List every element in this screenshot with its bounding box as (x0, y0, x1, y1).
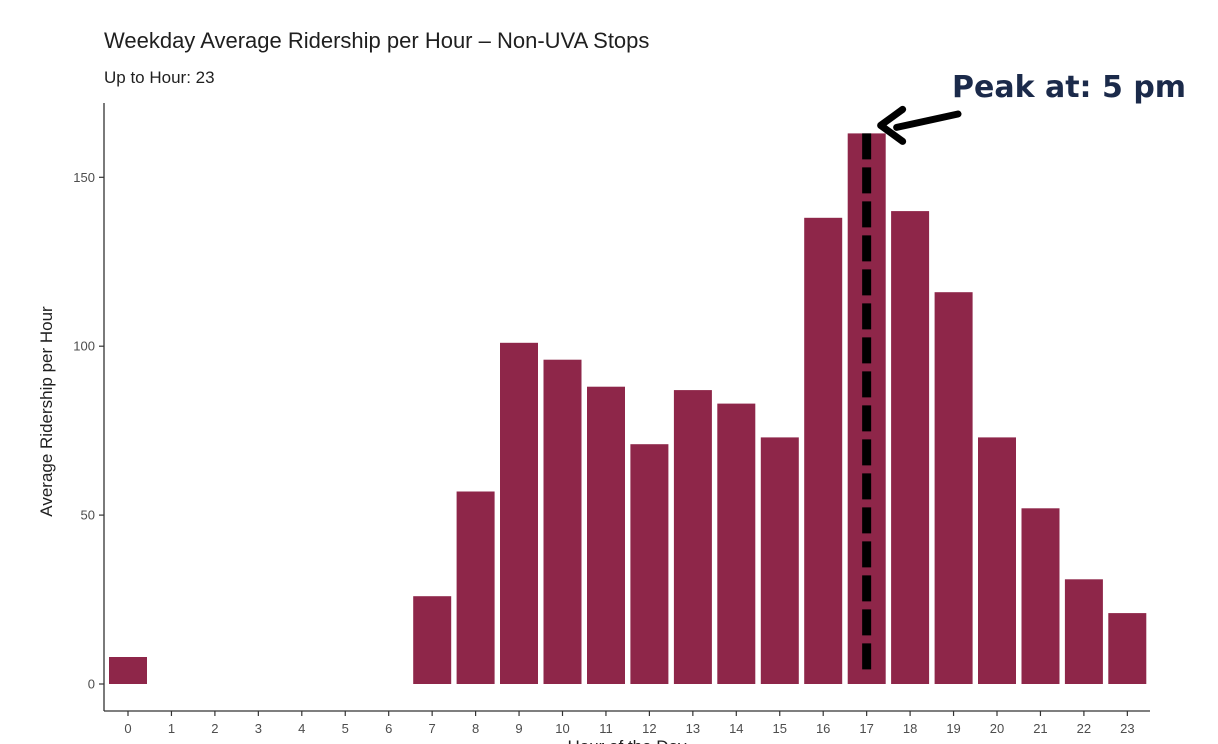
x-tick-label-20: 20 (990, 721, 1004, 736)
x-tick-label-22: 22 (1077, 721, 1091, 736)
bar-hour-11 (587, 386, 625, 684)
x-tick-label-15: 15 (773, 721, 787, 736)
x-tick-label-6: 6 (385, 721, 392, 736)
x-tick-label-18: 18 (903, 721, 917, 736)
x-tick-label-4: 4 (298, 721, 305, 736)
x-tick-label-19: 19 (946, 721, 960, 736)
x-tick-label-2: 2 (211, 721, 218, 736)
bar-hour-22 (1064, 579, 1103, 684)
x-tick-label-14: 14 (729, 721, 743, 736)
x-tick-label-1: 1 (168, 721, 175, 736)
bar-hour-20 (978, 437, 1016, 684)
x-tick-label-7: 7 (429, 721, 436, 736)
bar-hour-19 (934, 292, 973, 684)
x-tick-label-5: 5 (342, 721, 349, 736)
x-tick-label-8: 8 (472, 721, 479, 736)
bar-hour-15 (760, 437, 799, 684)
x-tick-label-11: 11 (599, 721, 613, 736)
chart-title: Weekday Average Ridership per Hour – Non… (104, 28, 650, 53)
x-tick-label-17: 17 (859, 721, 873, 736)
bar-hour-0 (109, 657, 147, 684)
x-tick-label-0: 0 (124, 721, 131, 736)
x-tick-label-13: 13 (686, 721, 700, 736)
bar-hour-9 (500, 342, 538, 684)
bar-hour-8 (456, 491, 495, 684)
bar-hour-14 (717, 403, 756, 684)
bar-hour-7 (413, 596, 452, 684)
bar-hour-18 (891, 211, 930, 684)
bar-hour-16 (804, 217, 843, 685)
bar-hour-10 (543, 359, 582, 684)
x-tick-label-16: 16 (816, 721, 830, 736)
bar-hour-21 (1021, 508, 1060, 684)
y-tick-label-50: 50 (81, 508, 95, 523)
x-tick-label-23: 23 (1120, 721, 1134, 736)
y-axis-title: Average Ridership per Hour (37, 306, 56, 517)
bar-hour-13 (673, 390, 712, 684)
x-tick-label-12: 12 (642, 721, 656, 736)
bar-hour-12 (630, 444, 669, 684)
annotation-arrow-head (877, 105, 907, 145)
x-tick-label-10: 10 (555, 721, 569, 736)
x-axis-title: Hour of the Day (567, 737, 687, 744)
y-tick-label-0: 0 (88, 677, 95, 692)
bar-hour-23 (1108, 613, 1147, 684)
x-tick-label-9: 9 (515, 721, 522, 736)
x-tick-label-21: 21 (1033, 721, 1047, 736)
y-tick-label-150: 150 (73, 170, 95, 185)
chart-subtitle: Up to Hour: 23 (104, 68, 215, 87)
x-tick-label-3: 3 (255, 721, 262, 736)
annotation-arrow-shaft (893, 110, 962, 131)
peak-annotation-label: Peak at: 5 pm (952, 70, 1187, 105)
y-tick-label-100: 100 (73, 339, 95, 354)
